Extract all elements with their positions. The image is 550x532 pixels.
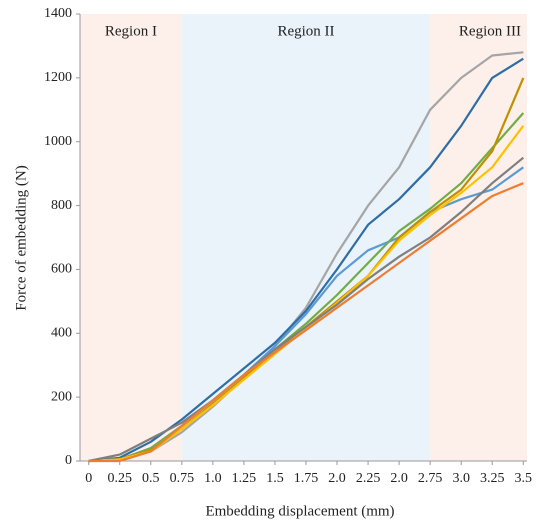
y-axis-title: Force of embedding (N) (13, 165, 29, 310)
x-tick-label: 3.0 (452, 471, 470, 486)
x-tick-label: 1.25 (232, 471, 257, 486)
region-label: Region I (105, 23, 157, 39)
y-tick-label: 600 (51, 262, 72, 277)
x-tick-label: 2.75 (418, 471, 443, 486)
y-tick-label: 1200 (44, 70, 72, 85)
x-tick-label: 1.5 (266, 471, 284, 486)
x-tick-label: 2.0 (328, 471, 346, 486)
data-line (88, 156, 524, 463)
y-tick-label: 1000 (44, 134, 72, 149)
x-tick-label: 0.5 (142, 471, 160, 486)
region-band (80, 14, 182, 461)
x-tick-label: 1.75 (294, 471, 319, 486)
x-tick-label: 3.5 (515, 471, 533, 486)
data-line (88, 182, 524, 463)
x-tick-label: 3.25 (480, 471, 505, 486)
region-band (430, 14, 527, 461)
x-tick-label: 0.75 (170, 471, 195, 486)
region-label: Region II (277, 23, 334, 39)
x-tick-label: 2.0 (390, 471, 408, 486)
x-tick-label: 0.25 (107, 471, 132, 486)
y-tick-label: 200 (51, 389, 72, 404)
x-tick-label: 1.0 (204, 471, 222, 486)
x-tick-label: 2.25 (356, 471, 381, 486)
y-tick-label: 400 (51, 326, 72, 341)
y-tick-label: 1400 (44, 6, 72, 21)
data-line (88, 112, 525, 463)
y-tick-label: 800 (51, 198, 72, 213)
x-tick-label: 0 (85, 471, 92, 486)
y-tick-label: 0 (65, 453, 72, 468)
region-label: Region III (459, 23, 521, 39)
x-axis-title: Embedding displacement (mm) (205, 503, 394, 519)
